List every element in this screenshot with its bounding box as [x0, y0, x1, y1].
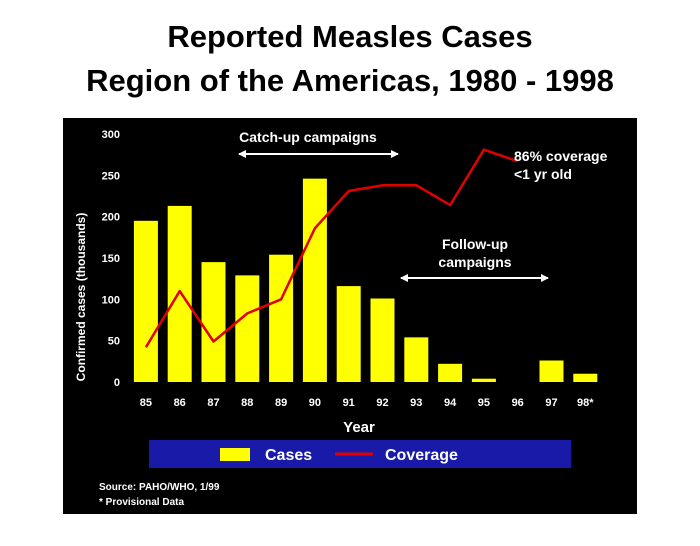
- chart-title-line1: Reported Measles Cases: [167, 19, 533, 54]
- bars: [133, 178, 598, 382]
- chart-title-line2: Region of the Americas, 1980 - 1998: [86, 63, 614, 98]
- y-tick-label: 200: [102, 212, 120, 224]
- x-tick-label: 86: [174, 397, 186, 409]
- x-tick-label: 98*: [577, 397, 594, 409]
- bar-cases: [539, 360, 564, 382]
- x-axis: 85 86 87 88 89 90 91 92 93 94 95 96 97 98*: [140, 397, 594, 409]
- x-tick-label: 96: [512, 397, 524, 409]
- legend-cases-label: Cases: [265, 447, 312, 464]
- x-tick-label: 89: [275, 397, 287, 409]
- bar-cases: [269, 254, 294, 382]
- x-tick-label: 93: [410, 397, 422, 409]
- x-axis-label: Year: [343, 419, 375, 436]
- coverage-line: [144, 148, 519, 348]
- x-tick-label: 92: [376, 397, 388, 409]
- x-tick-label: 90: [309, 397, 321, 409]
- bar-cases: [235, 275, 260, 382]
- measles-chart: Confirmed cases (thousands) 0 50 100 150 200…: [74, 129, 608, 508]
- coverage-line-group: [144, 148, 519, 348]
- legend: Cases Coverage: [149, 440, 571, 468]
- y-axis: 0 50 100 150 200 250 300: [102, 129, 120, 389]
- source-note: Source: PAHO/WHO, 1/99: [99, 482, 220, 493]
- annotation-coverage-line2: <1 yr old: [514, 166, 572, 182]
- y-axis-label: Confirmed cases (thousands): [74, 213, 88, 382]
- bar-cases: [370, 298, 395, 382]
- bar-cases: [133, 220, 158, 382]
- bar-cases: [404, 337, 429, 382]
- y-tick-label: 300: [102, 129, 120, 141]
- chart-panel: Confirmed cases (thousands) 0 50 100 150 200…: [63, 118, 637, 514]
- x-tick-label: 87: [207, 397, 219, 409]
- x-tick-label: 94: [444, 397, 457, 409]
- y-tick-label: 250: [102, 170, 120, 182]
- bar-cases: [471, 378, 496, 382]
- bar-cases: [438, 363, 463, 382]
- annotation-catchup: Catch-up campaigns: [239, 129, 377, 145]
- y-tick-label: 50: [108, 336, 120, 348]
- legend-cases-swatch: [220, 448, 250, 461]
- bar-cases: [302, 178, 327, 382]
- y-tick-label: 150: [102, 253, 120, 265]
- annotation-followup-line1: Follow-up: [442, 236, 508, 252]
- y-tick-label: 0: [114, 377, 120, 389]
- legend-coverage-label: Coverage: [385, 447, 458, 464]
- footnote: * Provisional Data: [99, 497, 184, 508]
- x-tick-label: 95: [478, 397, 490, 409]
- bar-cases: [201, 262, 226, 382]
- bar-cases: [336, 286, 361, 382]
- x-tick-label: 91: [343, 397, 355, 409]
- y-tick-label: 100: [102, 294, 120, 306]
- x-tick-label: 88: [241, 397, 253, 409]
- bar-cases: [167, 205, 192, 382]
- bar-cases: [573, 373, 598, 382]
- annotation-coverage-line1: 86% coverage: [514, 148, 608, 164]
- x-tick-label: 97: [545, 397, 557, 409]
- x-tick-label: 85: [140, 397, 152, 409]
- annotation-followup-line2: campaigns: [438, 254, 511, 270]
